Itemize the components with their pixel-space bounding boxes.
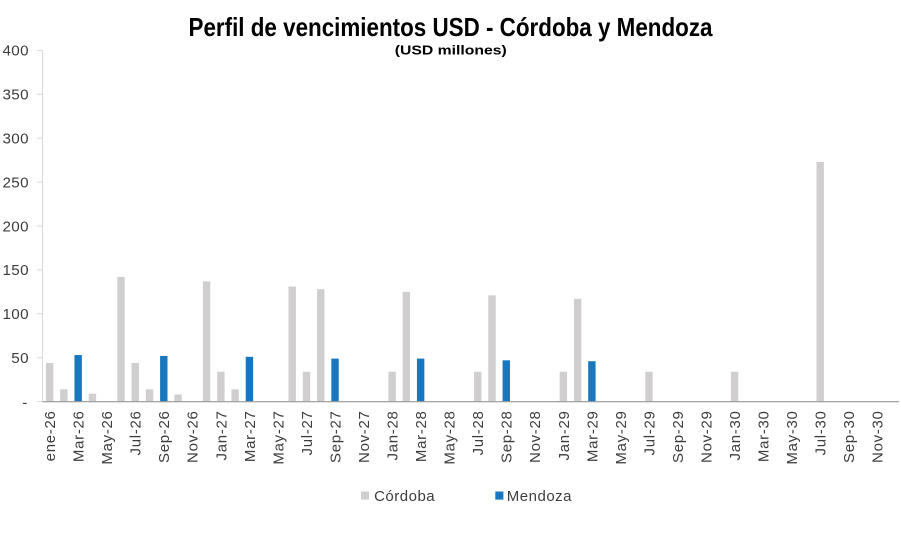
svg-text:Jul-29: Jul-29 — [641, 410, 658, 455]
svg-text:Jul-28: Jul-28 — [470, 410, 487, 455]
svg-text:Mar-29: Mar-29 — [584, 410, 601, 462]
svg-text:150: 150 — [2, 262, 29, 279]
svg-text:May-27: May-27 — [270, 410, 287, 464]
svg-text:Mar-26: Mar-26 — [71, 410, 88, 462]
svg-text:50: 50 — [11, 350, 29, 367]
svg-text:Jan-30: Jan-30 — [727, 410, 744, 460]
svg-text:250: 250 — [2, 174, 29, 191]
svg-text:Nov-30: Nov-30 — [870, 410, 887, 463]
svg-text:Jan-28: Jan-28 — [385, 410, 402, 460]
svg-text:ene-26: ene-26 — [42, 410, 59, 461]
svg-text:Nov-29: Nov-29 — [698, 410, 715, 463]
svg-text:Mar-28: Mar-28 — [413, 410, 430, 462]
svg-text:May-26: May-26 — [99, 410, 116, 464]
svg-text:200: 200 — [2, 218, 29, 235]
svg-text:350: 350 — [2, 87, 29, 104]
svg-text:May-29: May-29 — [613, 410, 630, 464]
svg-text:-: - — [22, 395, 27, 412]
svg-text:Mar-30: Mar-30 — [756, 410, 773, 462]
svg-text:Jan-29: Jan-29 — [556, 410, 573, 460]
svg-text:Jul-30: Jul-30 — [813, 410, 830, 455]
svg-text:Sep-28: Sep-28 — [499, 410, 516, 463]
svg-text:Sep-26: Sep-26 — [156, 410, 173, 463]
svg-text:Mendoza: Mendoza — [507, 488, 572, 505]
svg-text:300: 300 — [2, 131, 29, 148]
svg-text:Nov-26: Nov-26 — [185, 410, 202, 463]
svg-text:Sep-29: Sep-29 — [670, 410, 687, 463]
svg-text:100: 100 — [2, 306, 29, 323]
svg-text:Mar-27: Mar-27 — [242, 410, 259, 462]
svg-text:Nov-28: Nov-28 — [527, 410, 544, 463]
svg-text:Jan-27: Jan-27 — [213, 410, 230, 460]
svg-text:Jul-26: Jul-26 — [128, 410, 145, 455]
svg-text:Nov-27: Nov-27 — [356, 410, 373, 463]
svg-text:(USD millones): (USD millones) — [395, 43, 507, 58]
svg-text:Córdoba: Córdoba — [374, 488, 435, 505]
svg-text:May-30: May-30 — [784, 410, 801, 464]
svg-text:May-28: May-28 — [442, 410, 459, 464]
svg-text:400: 400 — [2, 43, 29, 60]
svg-text:Sep-30: Sep-30 — [841, 410, 858, 463]
svg-text:Perfil de vencimientos USD -: Perfil de vencimientos USD - Córdoba y M… — [189, 12, 713, 42]
svg-text:Sep-27: Sep-27 — [327, 410, 344, 463]
svg-text:Jul-27: Jul-27 — [299, 410, 316, 455]
